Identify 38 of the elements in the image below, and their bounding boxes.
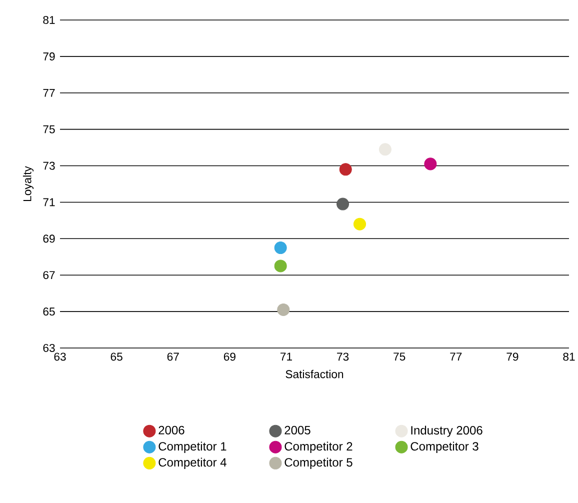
y-tick-label: 67 bbox=[43, 271, 55, 280]
legend-label: 2006 bbox=[158, 426, 184, 434]
y-tick-label: 71 bbox=[43, 198, 55, 206]
legend-label: 2005 bbox=[284, 426, 310, 434]
legend-label: Competitor 3 bbox=[410, 442, 478, 453]
point bbox=[274, 260, 287, 272]
x-tick-label: 79 bbox=[506, 352, 518, 361]
point bbox=[339, 163, 352, 176]
point bbox=[274, 241, 287, 254]
legend-label: Competitor 4 bbox=[158, 458, 226, 469]
y-tick-label: 63 bbox=[43, 344, 55, 352]
y-tick-label: 69 bbox=[43, 234, 55, 243]
x-tick-label: 63 bbox=[54, 352, 66, 361]
x-axis-title: Satisfaction bbox=[286, 370, 344, 378]
x-tick-label: 65 bbox=[110, 352, 122, 361]
y-tick-label: 73 bbox=[43, 162, 55, 170]
x-tick-label: 71 bbox=[280, 352, 292, 360]
y-tick-label: 65 bbox=[43, 308, 55, 316]
x-tick-label: 81 bbox=[563, 352, 575, 361]
y-tick-label: 79 bbox=[43, 52, 55, 60]
legend-label: Competitor 5 bbox=[284, 458, 352, 469]
point bbox=[353, 218, 366, 230]
x-tick-label: 73 bbox=[337, 352, 349, 361]
legend-label: Competitor 1 bbox=[158, 442, 226, 453]
x-tick-label: 75 bbox=[394, 352, 406, 361]
y-tick-label: 81 bbox=[43, 16, 55, 24]
x-tick-label: 67 bbox=[167, 352, 179, 361]
x-tick-label: 77 bbox=[450, 352, 462, 360]
point bbox=[424, 158, 437, 170]
y-tick-label: 75 bbox=[43, 125, 55, 134]
legend-label: Industry 2006 bbox=[411, 426, 482, 437]
y-axis-title: Loyalty bbox=[22, 166, 34, 202]
legend-label: Competitor 2 bbox=[284, 442, 352, 453]
x-tick-label: 69 bbox=[224, 352, 236, 361]
point bbox=[378, 143, 392, 156]
y-tick-label: 77 bbox=[43, 88, 55, 97]
point bbox=[277, 303, 290, 316]
point bbox=[336, 198, 350, 210]
